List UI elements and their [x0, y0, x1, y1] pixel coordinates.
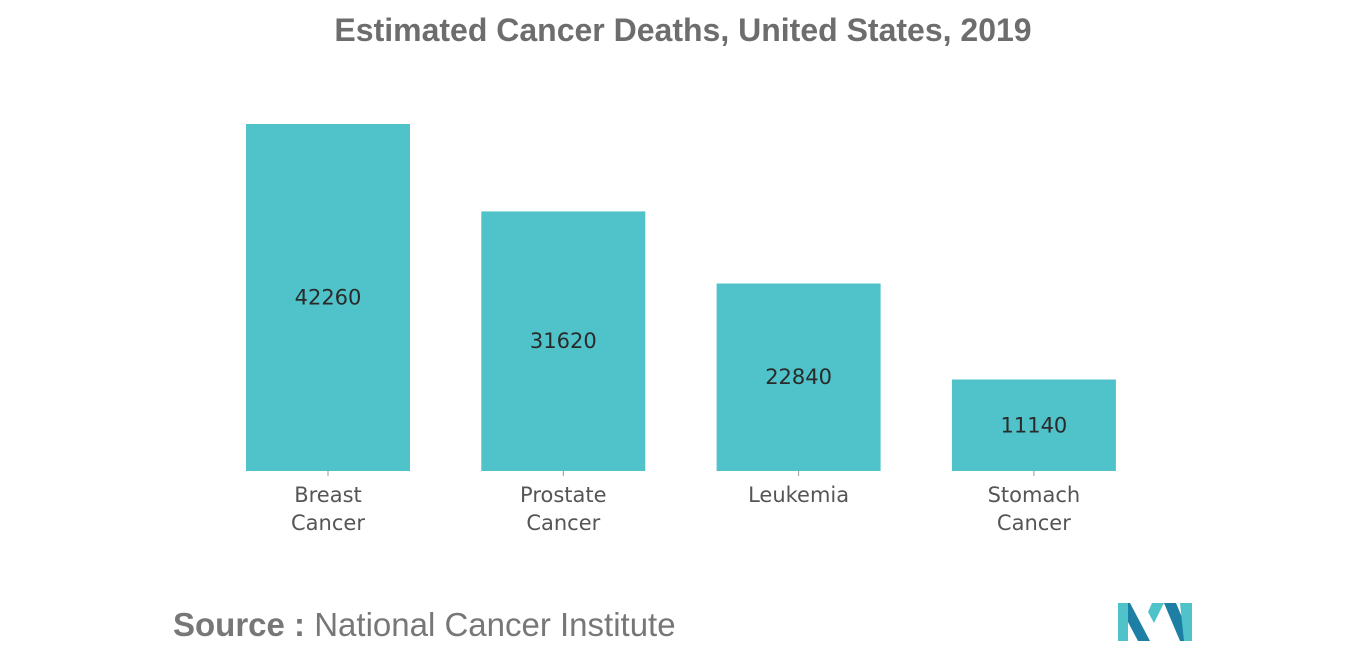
company-logo-icon	[1118, 603, 1192, 641]
data-label-1: 31620	[530, 329, 597, 353]
category-label-line: Prostate	[520, 483, 607, 507]
bar-chart: 42260 Breast Cancer 31620 Prostate Cancer 2284…	[246, 124, 1116, 535]
logo-shape-middle	[1148, 603, 1164, 623]
bar-1	[481, 211, 646, 471]
chart-title: Estimated Cancer Deaths, United States, …	[334, 12, 1032, 48]
source-label: Source :	[173, 606, 306, 643]
bar-0	[246, 124, 410, 471]
data-label-3: 11140	[1000, 413, 1067, 437]
category-label-line: Stomach	[988, 483, 1081, 507]
category-label-line: Cancer	[291, 511, 365, 535]
category-label-line: Cancer	[526, 511, 600, 535]
category-label-2: Leukemia	[748, 483, 849, 507]
category-label-line: Breast	[294, 483, 362, 507]
logo-shape-left-edge	[1118, 603, 1128, 641]
category-label-3: Stomach Cancer	[988, 483, 1081, 535]
bar-2	[716, 283, 881, 471]
category-label-1: Prostate Cancer	[520, 483, 607, 535]
bar-3	[951, 379, 1116, 471]
category-label-line: Leukemia	[748, 483, 849, 507]
category-label-0: Breast Cancer	[291, 483, 365, 535]
logo-shape-right-edge	[1180, 603, 1192, 641]
source-note: Source : National Cancer Institute	[173, 606, 676, 644]
data-label-2: 22840	[765, 365, 832, 389]
source-text: National Cancer Institute	[305, 606, 676, 643]
data-label-0: 42260	[295, 286, 362, 310]
category-label-line: Cancer	[997, 511, 1071, 535]
